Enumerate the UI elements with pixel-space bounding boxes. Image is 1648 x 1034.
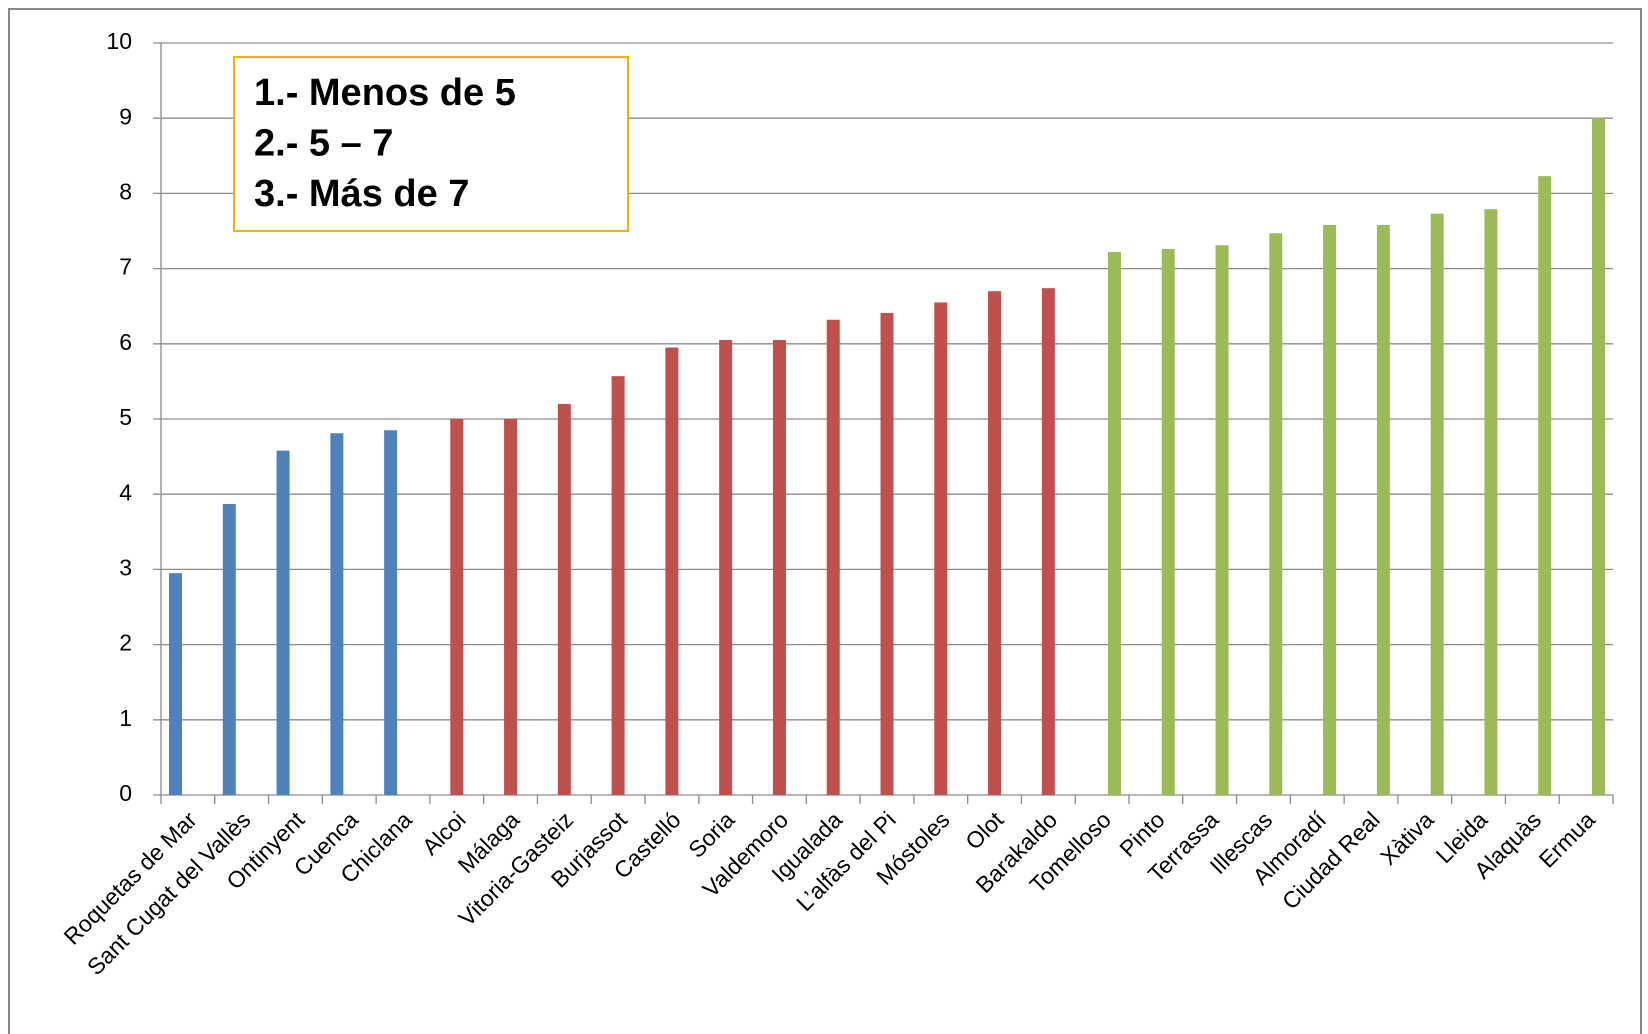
legend-entry: 3.- Más de 7 — [254, 173, 469, 215]
bar — [934, 302, 948, 795]
bar — [1591, 118, 1605, 795]
bar — [665, 347, 679, 795]
bar — [330, 433, 344, 795]
legend-entry: 1.- Menos de 5 — [254, 72, 516, 114]
y-tick-label: 7 — [119, 254, 132, 280]
bar — [1430, 213, 1444, 796]
bar — [988, 291, 1002, 795]
y-tick-label: 5 — [119, 404, 132, 430]
bar — [611, 376, 625, 795]
bar — [504, 419, 518, 795]
bar — [1041, 288, 1055, 795]
bar — [1538, 176, 1552, 795]
legend-box — [233, 56, 629, 232]
bar — [772, 340, 786, 795]
y-tick-label: 8 — [119, 178, 132, 204]
y-tick-label: 9 — [119, 103, 132, 129]
bar — [880, 312, 894, 795]
bar — [1215, 245, 1229, 796]
y-tick-label: 2 — [119, 630, 132, 656]
y-tick-label: 4 — [119, 479, 132, 505]
bar — [1323, 224, 1337, 795]
bar — [1161, 249, 1175, 796]
bar — [1484, 209, 1498, 795]
bar — [450, 419, 464, 795]
legend-entry: 2.- 5 – 7 — [254, 123, 393, 165]
y-tick-label: 0 — [119, 780, 132, 806]
bar — [222, 503, 236, 795]
bar — [169, 573, 183, 795]
bar — [384, 430, 398, 795]
bar — [276, 450, 290, 795]
bar — [1107, 252, 1121, 795]
y-tick-label: 1 — [119, 705, 132, 731]
bar — [1269, 233, 1283, 796]
bar — [557, 403, 571, 795]
y-tick-label: 10 — [106, 28, 132, 54]
legend: 1.- Menos de 5 2.- 5 – 7 3.- Más de 7 — [233, 56, 629, 232]
bar — [826, 319, 840, 795]
bar — [719, 340, 733, 795]
y-tick-label: 3 — [119, 554, 132, 580]
y-tick-label: 6 — [119, 329, 132, 355]
bar — [1376, 224, 1390, 795]
